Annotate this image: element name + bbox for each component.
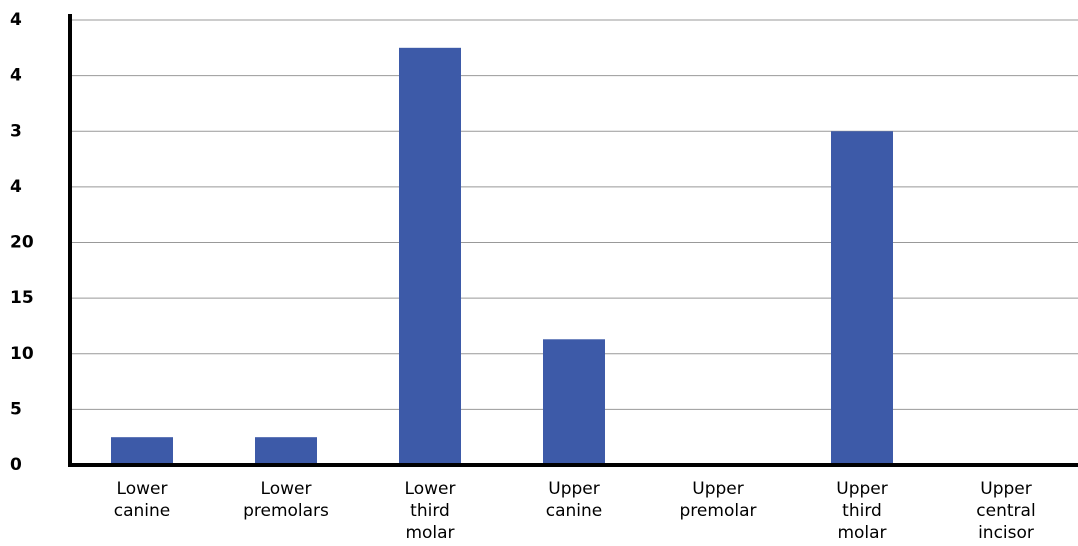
bar: [543, 339, 605, 465]
y-tick-label: 4: [10, 66, 22, 86]
bar: [111, 437, 173, 465]
y-tick-label: 20: [10, 233, 34, 253]
x-tick-label: Lower canine: [113, 479, 171, 521]
grid: [70, 19, 1078, 466]
y-tick-label: 15: [10, 288, 34, 308]
y-tick-label: 4: [10, 10, 22, 30]
y-tick-label: 5: [10, 399, 22, 419]
x-tick-label: Upper central incisor: [976, 479, 1036, 543]
y-tick-label: 0: [10, 455, 22, 475]
x-tick-label: Upper premolar: [679, 479, 757, 521]
y-tick-label: 4: [10, 177, 22, 197]
bar: [399, 47, 461, 465]
x-tick-label: Lower third molar: [404, 479, 456, 543]
x-tick-label: Upper canine: [545, 479, 603, 521]
y-tick-label: 3: [10, 121, 22, 141]
bar: [255, 437, 317, 465]
y-tick-label: 10: [10, 344, 34, 364]
bar: [831, 131, 893, 465]
x-tick-label: Lower premolars: [243, 479, 329, 521]
x-tick-label: Upper third molar: [836, 479, 888, 543]
